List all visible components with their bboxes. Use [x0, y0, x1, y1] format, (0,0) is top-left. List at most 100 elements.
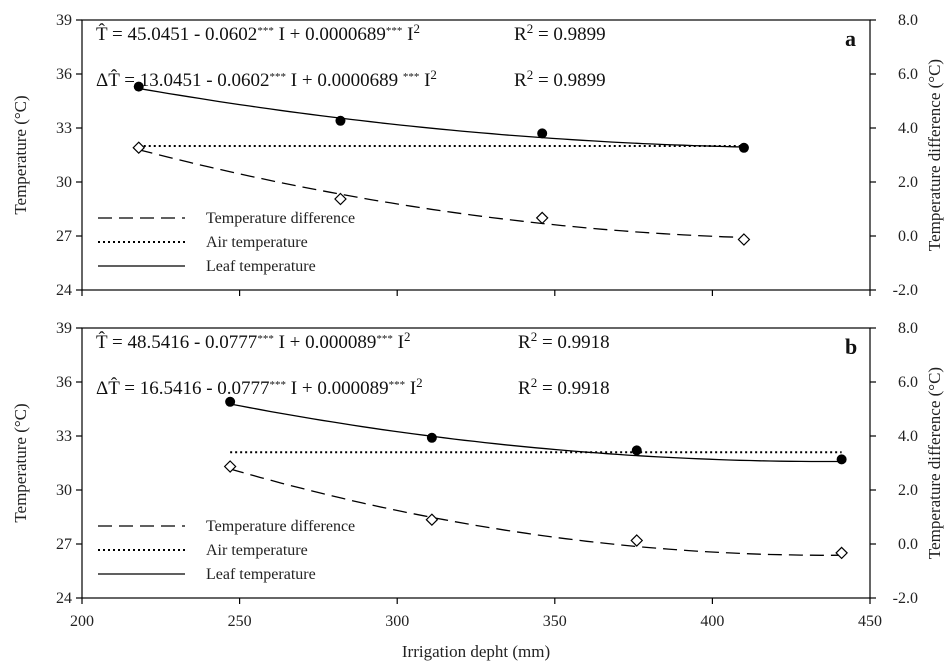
y-left-tick-label: 36	[56, 374, 72, 391]
y-left-tick-label: 39	[56, 12, 72, 29]
temperature-difference-point	[334, 192, 347, 206]
y-right-tick-label: 6.0	[898, 374, 918, 391]
x-tick-label: 250	[228, 613, 252, 630]
panel-letter: b	[845, 334, 857, 359]
r2-symbol: R	[518, 378, 531, 399]
y-left-axis-label: Temperature (°C)	[11, 403, 30, 522]
leaf-temperature-point	[133, 81, 144, 92]
legend-air-temperature-label: Air temperature	[206, 542, 308, 559]
leaf-temperature-point	[836, 454, 847, 465]
shared-x-axis: 200 250 300 350 400 450 Irrigation depht (mm)	[70, 613, 882, 661]
equation-superscript: 2	[416, 375, 423, 390]
equation-superscript: ***	[403, 71, 420, 83]
equation-part: I + 0.0000689	[274, 24, 386, 45]
equation-part: ΔT̂ = 16.5416 - 0.0777	[96, 377, 270, 399]
y-left-axis-label: Temperature (°C)	[11, 95, 30, 214]
legend-leaf-temperature-label: Leaf temperature	[206, 566, 316, 583]
equation-superscript: 2	[413, 21, 420, 36]
equation-superscript: ***	[376, 333, 393, 345]
equation-leaf-r2: R2 = 0.9899	[514, 21, 606, 46]
panel-letter: a	[845, 26, 856, 51]
equation-leaf: T̂ = 48.5416 - 0.0777*** I + 0.000089***…	[96, 329, 410, 354]
legend-leaf-temperature-label: Leaf temperature	[206, 258, 316, 275]
temperature-difference-point	[223, 460, 237, 473]
leaf-temperature-fit-line	[229, 403, 842, 463]
y-left-tick-label: 27	[56, 228, 72, 245]
equation-difference-r2: R2 = 0.9899	[514, 67, 606, 92]
y-left-tick-label: 39	[56, 320, 72, 337]
equation-part: I	[402, 24, 413, 45]
r2-symbol: R	[514, 24, 527, 45]
y-left-tick-label: 33	[56, 120, 72, 137]
y-right-axis-label: Temperature difference (°C)	[925, 59, 944, 251]
equation-part: I + 0.000089	[274, 332, 377, 353]
y-left-tick-label: 33	[56, 428, 72, 445]
y-left-tick-label: 36	[56, 66, 72, 83]
temperature-difference-point	[630, 534, 644, 547]
y-right-tick-label: 2.0	[898, 482, 918, 499]
leaf-temperature-point	[426, 432, 437, 443]
equation-part: I + 0.000089	[286, 378, 389, 399]
temperature-difference-point	[535, 211, 549, 225]
temperature-difference-point	[132, 141, 146, 155]
x-tick-label: 200	[70, 613, 94, 630]
equation-part: T̂ = 45.0451 - 0.0602	[96, 23, 257, 45]
leaf-temperature-fit-line	[138, 87, 744, 148]
equation-difference-r2: R2 = 0.9918	[518, 375, 610, 400]
x-tick-label: 300	[385, 613, 409, 630]
y-left-tick-label: 24	[56, 590, 72, 607]
r2-symbol: R	[514, 70, 527, 91]
equation-superscript: ***	[270, 379, 287, 391]
x-tick-label: 450	[858, 613, 882, 630]
x-tick-label: 400	[700, 613, 724, 630]
r2-value: = 0.9918	[537, 332, 609, 353]
legend-temperature-difference-label: Temperature difference	[206, 518, 355, 535]
y-left-tick-label: 30	[56, 482, 72, 499]
temperature-difference-fit-line	[229, 468, 842, 556]
equation-difference: ΔT̂ = 13.0451 - 0.0602*** I + 0.0000689 …	[96, 67, 437, 92]
equation-superscript: ***	[270, 71, 287, 83]
y-left-tick-label: 24	[56, 282, 72, 299]
x-tick-label: 350	[543, 613, 567, 630]
equation-part: I	[405, 378, 416, 399]
equation-part: I	[393, 332, 404, 353]
temperature-difference-point	[737, 233, 751, 246]
y-right-tick-label: 2.0	[898, 174, 918, 191]
y-right-tick-label: 0.0	[898, 536, 918, 553]
equation-superscript: ***	[257, 333, 274, 345]
temperature-difference-fit-line	[138, 149, 744, 239]
equation-part: T̂ = 48.5416 - 0.0777	[96, 331, 257, 353]
legend-air-temperature-label: Air temperature	[206, 234, 308, 251]
r2-exponent: 2	[531, 375, 538, 390]
plot-frame	[81, 327, 871, 599]
equation-difference: ΔT̂ = 16.5416 - 0.0777*** I + 0.000089**…	[96, 375, 423, 400]
r2-exponent: 2	[531, 329, 538, 344]
y-right-tick-label: -2.0	[893, 590, 918, 607]
leaf-temperature-point	[335, 115, 346, 126]
legend-temperature-difference-label: Temperature difference	[206, 210, 355, 227]
r2-exponent: 2	[527, 67, 534, 82]
r2-value: = 0.9899	[533, 24, 605, 45]
equation-superscript: ***	[386, 25, 403, 37]
equation-superscript: ***	[257, 25, 274, 37]
y-right-tick-label: 0.0	[898, 228, 918, 245]
r2-symbol: R	[518, 332, 531, 353]
leaf-temperature-point	[631, 445, 642, 456]
y-right-tick-label: -2.0	[893, 282, 918, 299]
y-right-tick-label: 8.0	[898, 12, 918, 29]
panel-a: 24 27 30 33 36 39 -2.0 0.0 2.0 4.0 6.0 8.0 Temperatu…	[11, 12, 944, 299]
y-right-tick-label: 4.0	[898, 428, 918, 445]
y-left-tick-label: 27	[56, 536, 72, 553]
r2-value: = 0.9918	[537, 378, 609, 399]
r2-value: = 0.9899	[533, 70, 605, 91]
y-right-axis-label: Temperature difference (°C)	[925, 367, 944, 559]
y-right-tick-label: 4.0	[898, 120, 918, 137]
equation-superscript: 2	[430, 67, 437, 82]
equation-superscript: 2	[404, 329, 411, 344]
temperature-difference-point	[425, 513, 439, 527]
leaf-temperature-point	[537, 128, 548, 139]
leaf-temperature-point	[225, 396, 236, 407]
plot-frame	[81, 19, 871, 291]
equation-part: ΔT̂ = 13.0451 - 0.0602	[96, 69, 270, 91]
